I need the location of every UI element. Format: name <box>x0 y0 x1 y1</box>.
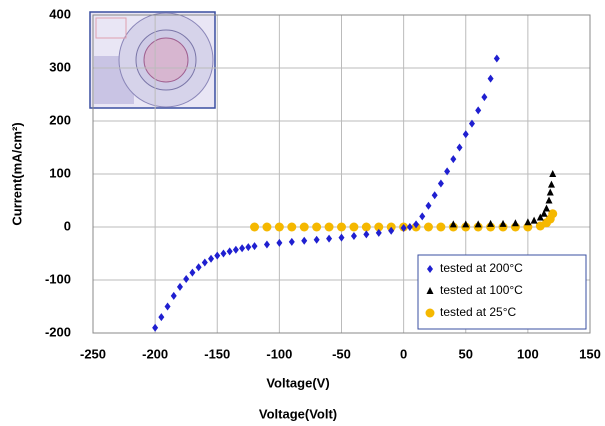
data-point <box>275 223 284 232</box>
y-tick-label: 0 <box>64 218 71 233</box>
data-point <box>463 130 469 138</box>
caption: Voltage(Volt) <box>259 406 337 421</box>
data-point <box>438 180 444 188</box>
data-point <box>202 259 208 267</box>
data-point <box>349 223 358 232</box>
data-point <box>351 232 357 240</box>
data-point <box>547 189 554 196</box>
legend-marker <box>426 309 435 318</box>
data-point <box>158 313 164 321</box>
y-tick-label: 400 <box>49 6 71 21</box>
y-tick-label: -200 <box>45 324 71 339</box>
x-tick-label: -200 <box>142 346 168 361</box>
x-tick-label: -50 <box>332 346 351 361</box>
data-point <box>548 181 555 188</box>
data-point <box>424 223 433 232</box>
data-point <box>326 235 332 243</box>
data-point <box>252 242 258 250</box>
data-point <box>289 238 295 246</box>
legend-label: tested at 25°C <box>440 305 517 319</box>
data-point <box>262 223 271 232</box>
data-point <box>512 219 519 226</box>
data-point <box>531 217 538 224</box>
data-point <box>196 263 202 271</box>
y-tick-label: 200 <box>49 112 71 127</box>
chart: Voltage(V) Voltage(Volt) Current(mA/cm²)… <box>0 0 605 426</box>
data-point <box>545 197 552 204</box>
legend-label: tested at 100°C <box>440 283 523 297</box>
data-point <box>450 155 456 163</box>
data-point <box>457 144 463 152</box>
data-point <box>276 239 282 247</box>
data-point <box>475 106 481 114</box>
data-point <box>245 243 251 251</box>
x-axis-label: Voltage(V) <box>266 375 329 390</box>
y-tick-label: 300 <box>49 59 71 74</box>
data-point <box>312 223 321 232</box>
data-point <box>152 324 158 332</box>
data-point <box>363 230 369 238</box>
data-point <box>425 202 431 210</box>
data-point <box>208 255 214 263</box>
x-tick-label: 0 <box>400 346 407 361</box>
data-point <box>220 250 226 258</box>
data-point <box>543 204 550 211</box>
data-point <box>488 75 494 83</box>
data-point <box>300 223 309 232</box>
data-point <box>494 54 500 62</box>
data-point <box>171 292 177 300</box>
data-point <box>250 223 259 232</box>
data-point <box>407 223 413 231</box>
data-point <box>177 283 183 291</box>
inset-image <box>90 12 215 108</box>
y-tick-label: -100 <box>45 271 71 286</box>
legend-label: tested at 200°C <box>440 261 523 275</box>
data-point <box>325 223 334 232</box>
data-point <box>165 303 171 311</box>
data-point <box>239 244 245 252</box>
x-tick-label: 50 <box>459 346 473 361</box>
y-tick-label: 100 <box>49 165 71 180</box>
x-tick-label: -100 <box>266 346 292 361</box>
y-axis-label: Current(mA/cm²) <box>9 122 24 225</box>
data-point <box>233 246 239 254</box>
data-point <box>189 269 195 277</box>
data-point <box>227 247 233 255</box>
data-point <box>481 93 487 101</box>
data-point <box>337 223 346 232</box>
data-point <box>524 218 531 225</box>
data-point <box>419 212 425 220</box>
x-tick-label: -150 <box>204 346 230 361</box>
data-point <box>301 237 307 245</box>
x-tick-label: 100 <box>517 346 539 361</box>
data-point <box>314 236 320 244</box>
page: Voltage(V) Voltage(Volt) Current(mA/cm²)… <box>0 0 605 426</box>
data-point <box>432 191 438 199</box>
data-point <box>183 275 189 283</box>
x-tick-label: -250 <box>80 346 106 361</box>
data-point <box>287 223 296 232</box>
data-point <box>339 234 345 242</box>
data-point <box>264 240 270 248</box>
data-point <box>362 223 371 232</box>
data-point <box>214 252 220 260</box>
data-point <box>436 223 445 232</box>
x-tick-label: 150 <box>579 346 601 361</box>
